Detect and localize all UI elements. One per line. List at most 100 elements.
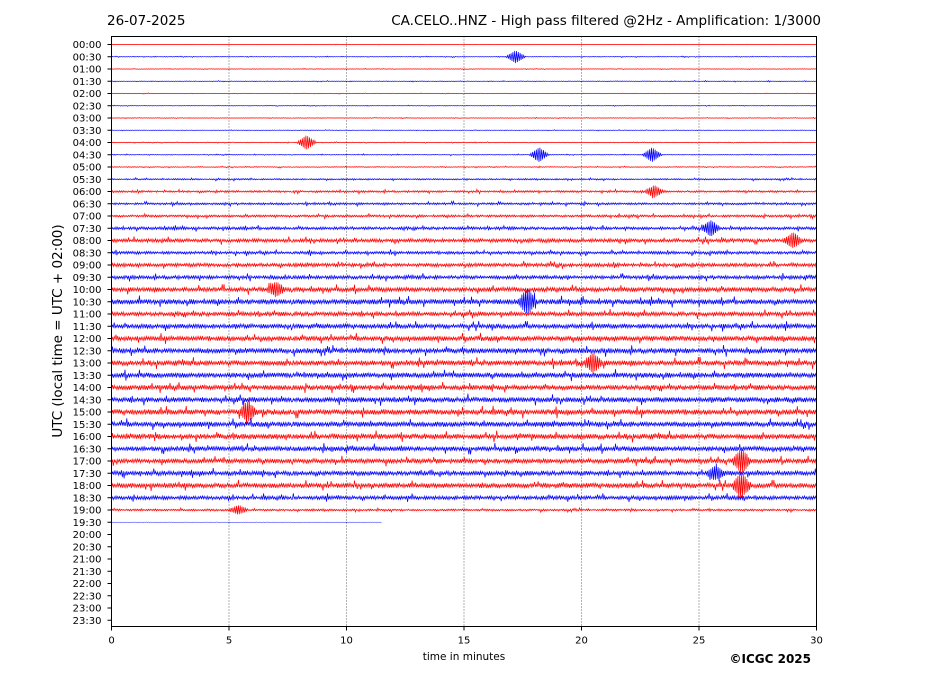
y-tick-label-08:30: 08:30 [73, 248, 102, 259]
trace-row-04:00 [111, 135, 817, 150]
y-tick-label-13:00: 13:00 [73, 359, 102, 370]
y-tick-label-05:30: 05:30 [73, 175, 102, 186]
trace-row-10:30 [111, 288, 817, 314]
y-tick-label-09:30: 09:30 [73, 273, 102, 284]
trace-row-12:00 [111, 332, 817, 344]
y-tick-label-00:30: 00:30 [73, 52, 102, 63]
trace-row-02:00 [111, 92, 817, 95]
x-tick-label-10: 10 [340, 636, 353, 647]
trace-row-13:30 [111, 369, 817, 382]
y-tick-label-14:00: 14:00 [73, 383, 102, 394]
trace-row-17:00 [111, 447, 817, 474]
y-tick-label-18:00: 18:00 [73, 481, 102, 492]
y-tick-label-13:30: 13:30 [73, 371, 102, 382]
trace-row-15:00 [111, 398, 817, 426]
trace-row-06:30 [111, 200, 817, 208]
x-tick-label-0: 0 [108, 636, 114, 647]
y-tick-label-06:30: 06:30 [73, 199, 102, 210]
trace-row-14:00 [111, 381, 817, 394]
y-tick-label-22:00: 22:00 [73, 579, 102, 590]
x-axis-title: time in minutes [423, 651, 505, 663]
y-tick-label-01:30: 01:30 [73, 77, 102, 88]
trace-row-17:30 [111, 463, 817, 482]
x-tick-label-30: 30 [810, 636, 823, 647]
y-tick-label-19:00: 19:00 [73, 506, 102, 517]
trace-row-15:30 [111, 418, 817, 430]
trace-row-10:00 [111, 282, 817, 298]
trace-row-08:30 [111, 248, 817, 257]
x-axis-ticks: 0 5 10 15 20 25 30 [108, 626, 823, 647]
plot-title: CA.CELO..HNZ - High pass filtered @2Hz -… [391, 13, 821, 29]
x-tick-label-20: 20 [575, 636, 588, 647]
y-tick-label-18:30: 18:30 [73, 493, 102, 504]
trace-row-05:30 [111, 176, 817, 182]
y-tick-label-10:00: 10:00 [73, 285, 102, 296]
y-tick-label-17:30: 17:30 [73, 469, 102, 480]
trace-row-08:00 [111, 232, 817, 249]
trace-row-07:00 [111, 212, 817, 220]
trace-row-05:00 [111, 165, 817, 169]
y-tick-label-23:30: 23:30 [73, 616, 102, 627]
y-tick-label-08:00: 08:00 [73, 236, 102, 247]
trace-row-14:30 [111, 393, 817, 406]
y-tick-label-01:00: 01:00 [73, 65, 102, 76]
trace-row-18:00 [111, 473, 817, 499]
trace-row-07:30 [111, 220, 817, 237]
y-tick-label-12:30: 12:30 [73, 346, 102, 357]
y-tick-label-04:00: 04:00 [73, 138, 102, 149]
trace-row-16:00 [111, 430, 817, 443]
date-label: 26-07-2025 [107, 13, 185, 29]
x-tick-label-15: 15 [458, 636, 471, 647]
y-tick-label-06:00: 06:00 [73, 187, 102, 198]
y-tick-label-20:30: 20:30 [73, 542, 102, 553]
vertical-gridlines [228, 36, 700, 627]
trace-row-19:30 [111, 521, 382, 523]
trace-row-04:30 [111, 147, 817, 162]
y-tick-label-14:30: 14:30 [73, 395, 102, 406]
y-tick-label-00:00: 00:00 [73, 40, 102, 51]
trace-row-16:30 [111, 442, 817, 455]
trace-row-03:30 [111, 129, 817, 132]
y-tick-label-02:00: 02:00 [73, 89, 102, 100]
trace-row-01:30 [111, 79, 817, 83]
y-tick-label-21:30: 21:30 [73, 567, 102, 578]
trace-row-01:00 [111, 67, 817, 71]
x-tick-label-5: 5 [226, 636, 232, 647]
trace-row-09:00 [111, 260, 817, 269]
trace-row-11:30 [111, 320, 817, 332]
trace-row-02:30 [111, 104, 817, 107]
trace-row-18:30 [111, 493, 817, 503]
y-tick-label-10:30: 10:30 [73, 297, 102, 308]
y-tick-label-03:30: 03:30 [73, 126, 102, 137]
y-tick-label-22:30: 22:30 [73, 591, 102, 602]
y-tick-label-09:00: 09:00 [73, 261, 102, 272]
y-tick-label-17:00: 17:00 [73, 457, 102, 468]
y-tick-label-05:00: 05:00 [73, 163, 102, 174]
trace-row-03:00 [111, 116, 817, 120]
x-tick-label-25: 25 [693, 636, 706, 647]
y-tick-label-19:30: 19:30 [73, 518, 102, 529]
y-tick-label-21:00: 21:00 [73, 555, 102, 566]
trace-row-11:00 [111, 309, 817, 319]
y-tick-label-16:00: 16:00 [73, 432, 102, 443]
trace-row-06:00 [111, 185, 817, 199]
trace-row-13:00 [111, 353, 817, 374]
trace-row-00:30 [111, 50, 817, 64]
y-tick-label-16:30: 16:30 [73, 444, 102, 455]
y-axis-title: UTC (local time = UTC + 02:00) [50, 224, 66, 437]
trace-row-19:00 [111, 505, 817, 515]
y-tick-label-15:30: 15:30 [73, 420, 102, 431]
y-tick-label-11:30: 11:30 [73, 322, 102, 333]
y-tick-label-20:00: 20:00 [73, 530, 102, 541]
trace-row-12:30 [111, 345, 817, 357]
y-tick-label-03:00: 03:00 [73, 114, 102, 125]
y-tick-label-07:30: 07:30 [73, 224, 102, 235]
trace-row-09:30 [111, 272, 817, 282]
y-tick-label-12:00: 12:00 [73, 334, 102, 345]
y-tick-label-07:00: 07:00 [73, 212, 102, 223]
y-tick-label-04:30: 04:30 [73, 150, 102, 161]
trace-row-00:00 [111, 43, 817, 46]
seismic-traces [111, 43, 817, 523]
y-tick-label-15:00: 15:00 [73, 408, 102, 419]
